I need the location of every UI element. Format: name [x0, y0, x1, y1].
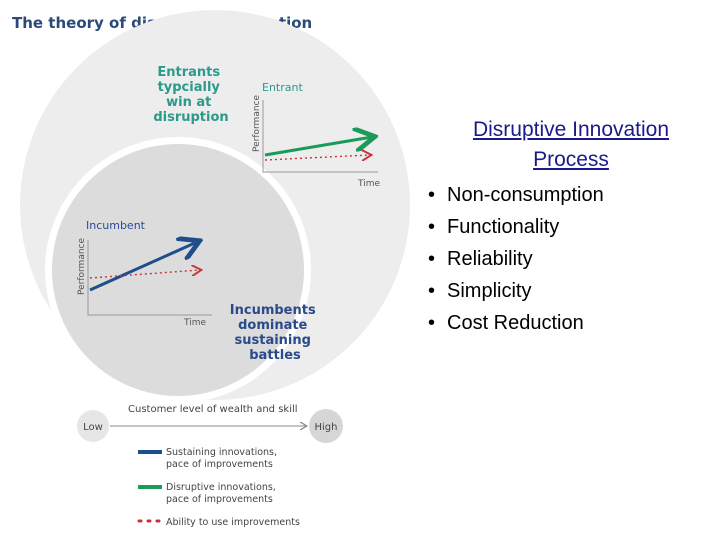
legend-line: Disruptive innovations,	[166, 482, 276, 493]
label-line: dominate	[238, 318, 307, 333]
legend-line: pace of improvements	[166, 459, 273, 470]
label-line: disruption	[153, 110, 228, 125]
bullet: Reliability	[420, 243, 710, 275]
disruptive-line	[264, 137, 372, 157]
title-line: Process	[533, 148, 609, 171]
legend-line: Ability to use improvements	[166, 517, 300, 528]
chart-title: Incumbent	[86, 219, 146, 232]
bullet: Non-consumption	[420, 179, 710, 211]
bullet-list: Non-consumption Functionality Reliabilit…	[420, 179, 710, 339]
diagram: The theory of disruptive innovation Entr…	[12, 10, 410, 528]
axes	[87, 240, 212, 316]
x-label: Time	[357, 179, 380, 189]
chart-title: Entrant	[262, 81, 303, 94]
x-label: Time	[183, 318, 206, 328]
high-circle	[309, 409, 343, 443]
legend-text: Disruptive innovations, pace of improvem…	[166, 482, 279, 505]
ability-line	[89, 270, 200, 279]
low-circle	[77, 410, 109, 442]
label-line: typcially	[158, 80, 221, 95]
incumbent-label: Incumbents dominate sustaining battles	[230, 303, 320, 363]
label-line: sustaining	[235, 333, 311, 348]
label-line: Entrants	[157, 65, 220, 80]
text-panel: Disruptive Innovation Process Non-consum…	[420, 115, 710, 339]
high-label: High	[315, 422, 338, 433]
legend-text: Ability to use improvements	[166, 517, 300, 528]
label-line: win at	[166, 95, 211, 110]
label-line: Incumbents	[230, 303, 316, 318]
label-line: battles	[249, 348, 301, 363]
legend-line: Sustaining innovations,	[166, 447, 277, 458]
y-label: Performance	[252, 95, 262, 152]
legend-text: Sustaining innovations, pace of improvem…	[166, 447, 280, 470]
entrant-label: Entrants typcially win at disruption	[153, 65, 228, 125]
title-line: Disruptive Innovation	[472, 118, 670, 141]
sustaining-line	[89, 242, 197, 292]
bullet: Cost Reduction	[420, 307, 710, 339]
bullet: Simplicity	[420, 275, 710, 307]
legend-line: pace of improvements	[166, 494, 273, 505]
bullet: Functionality	[420, 211, 710, 243]
scale-title: Customer level of wealth and skill	[128, 404, 298, 415]
y-label: Performance	[77, 238, 87, 295]
axes	[262, 100, 378, 173]
panel-title: Disruptive Innovation Process	[420, 115, 710, 175]
low-label: Low	[83, 422, 103, 433]
inner-circle	[52, 144, 304, 396]
